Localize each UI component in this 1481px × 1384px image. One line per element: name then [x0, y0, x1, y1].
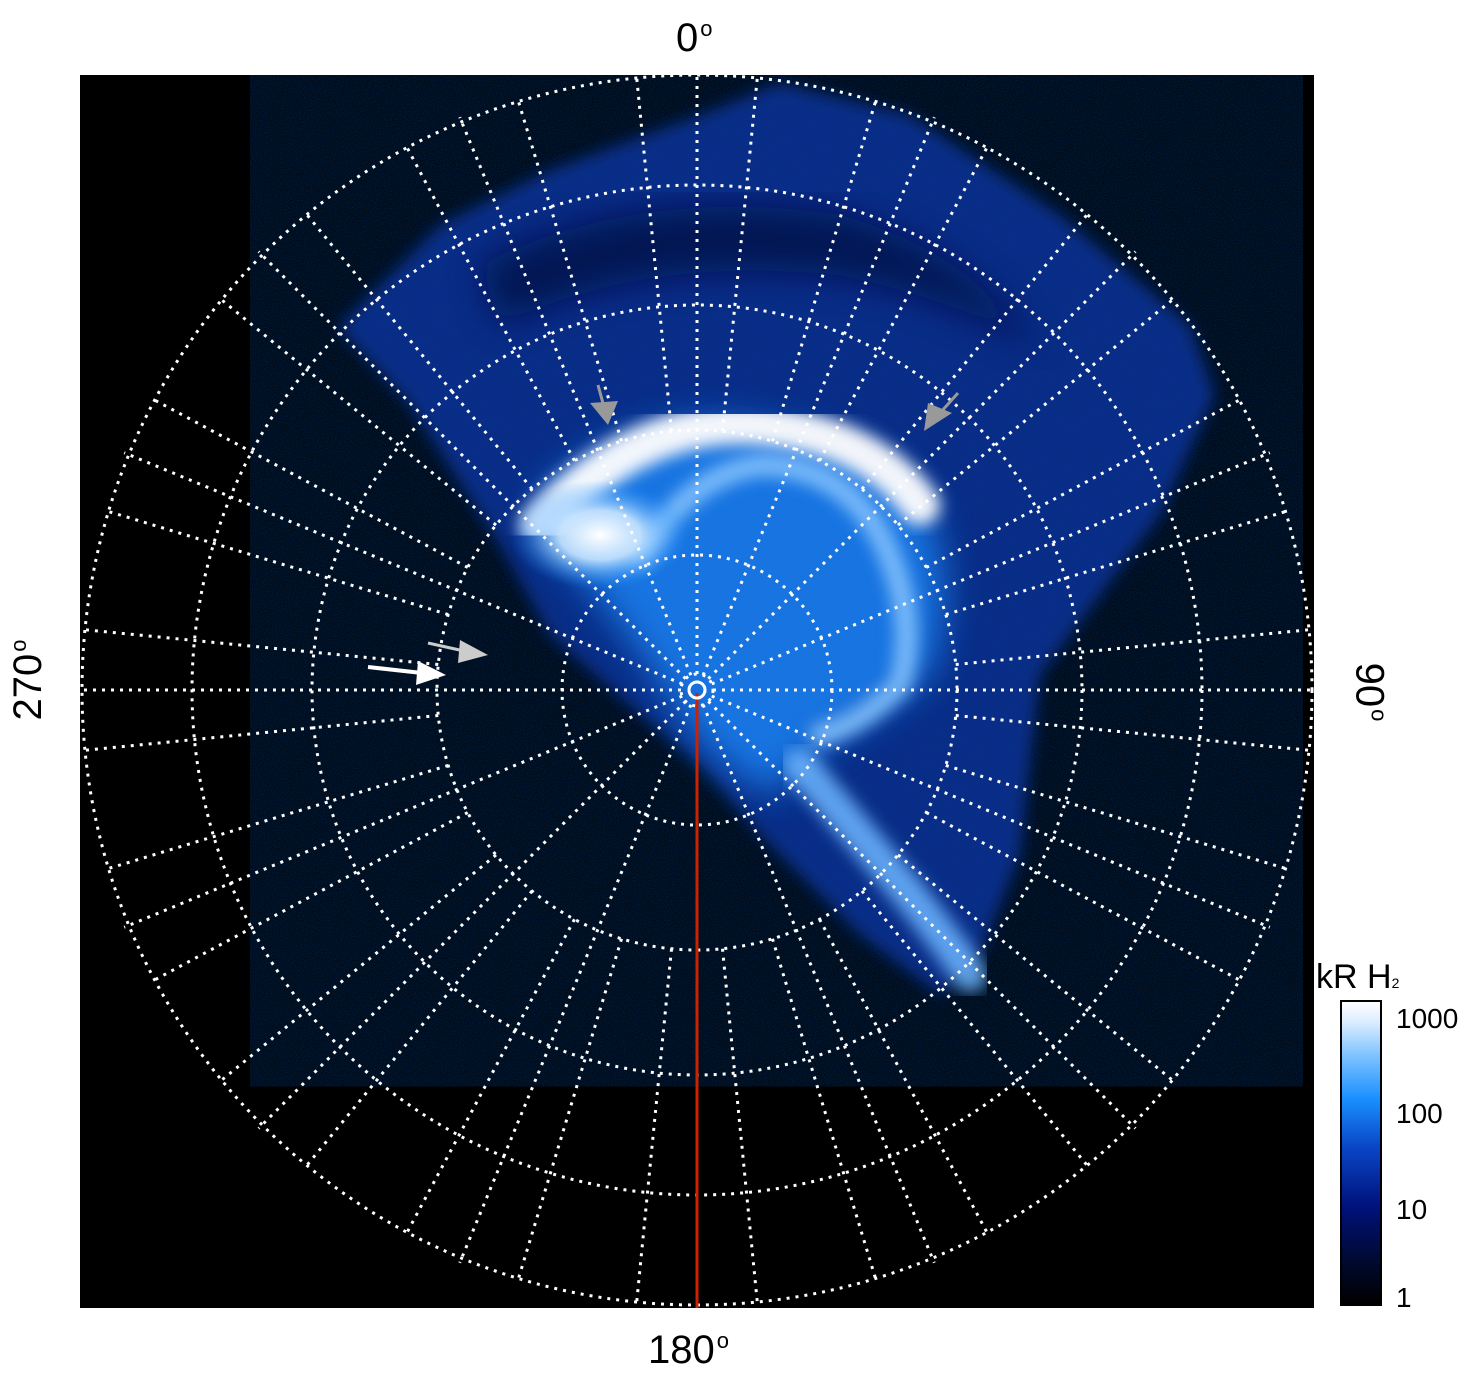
- auroral-inner-arc: [629, 453, 918, 746]
- meridian-spoke-outer: [860, 209, 1092, 490]
- meridian-spoke-outer: [515, 938, 623, 1284]
- pole-marker: [687, 680, 707, 700]
- meridian-spoke-outer: [515, 96, 623, 442]
- meridian-spoke-outer: [925, 396, 1245, 569]
- meridian-spoke-outer: [925, 811, 1245, 984]
- colorbar-tick-10: 10: [1396, 1194, 1428, 1225]
- meridian-spoke-outer: [634, 75, 674, 432]
- meridian-spoke-outer: [860, 890, 1092, 1171]
- colorbar: [1340, 1000, 1382, 1306]
- label-270-degrees: 270o: [6, 639, 50, 721]
- colorbar-title: kR H2: [1316, 958, 1400, 996]
- meridian-spoke: [257, 700, 687, 1130]
- meridian-spoke-outer: [149, 811, 469, 984]
- meridian-spoke-outer: [103, 508, 449, 616]
- meridian-spoke-outer: [955, 627, 1314, 667]
- meridian-spoke: [707, 250, 1137, 680]
- meridian-spoke-outer: [216, 295, 497, 527]
- meridian-spoke-outer: [955, 713, 1314, 753]
- colorbar-tick-1: 1: [1396, 1282, 1412, 1313]
- meridian-spoke-outer: [302, 209, 534, 490]
- label-0-degrees: 0o: [676, 16, 713, 60]
- meridian-spoke-outer: [302, 890, 534, 1171]
- meridian-spoke-outer: [103, 764, 449, 872]
- label-180-degrees: 180o: [648, 1328, 729, 1372]
- meridian-spoke: [257, 250, 687, 680]
- label-90-degrees: 90o: [1347, 662, 1392, 722]
- meridian-spoke: [123, 694, 683, 929]
- meridian-spoke: [711, 451, 1271, 686]
- grey-arrow-small: [427, 640, 488, 663]
- meridian-spoke: [707, 700, 1137, 1130]
- meridian-spoke-outer: [216, 853, 497, 1085]
- meridian-spoke-outer: [80, 713, 439, 753]
- polar-image-panel: [80, 75, 1314, 1308]
- auroral-bright-spot: [510, 480, 690, 590]
- meridian-spoke-outer: [945, 764, 1291, 872]
- grey-arrow-right: [924, 391, 960, 431]
- polar-projection: [80, 75, 1314, 1308]
- dark-band: [480, 206, 1040, 355]
- meridian-spoke-outer: [634, 948, 674, 1308]
- auroral-tail: [783, 748, 987, 992]
- meridian-spoke: [458, 116, 693, 676]
- colorbar-tick-100: 100: [1396, 1098, 1443, 1129]
- meridian-spoke-outer: [771, 938, 879, 1284]
- meridian-spoke-outer: [720, 948, 760, 1308]
- meridian-spoke: [458, 704, 693, 1264]
- meridian-spoke: [711, 694, 1271, 929]
- meridian-spoke-outer: [771, 96, 879, 442]
- meridian-spoke-outer: [818, 142, 991, 462]
- meridian-spoke-outer: [897, 853, 1178, 1085]
- meridian-spoke-outer: [818, 918, 991, 1238]
- meridian-spoke-outer: [80, 627, 439, 667]
- white-arrow: [367, 661, 446, 685]
- meridian-spoke-outer: [720, 75, 760, 432]
- colorbar-tick-1000: 1000: [1396, 1003, 1459, 1034]
- auroral-main-arc: [520, 404, 940, 545]
- meridian-spoke-outer: [403, 918, 576, 1238]
- meridian-spoke-outer: [897, 295, 1178, 527]
- meridian-spoke: [701, 704, 936, 1264]
- meridian-spoke-outer: [403, 142, 576, 462]
- longitude-grid: [80, 75, 1314, 1308]
- grey-arrow-left: [590, 384, 618, 425]
- meridian-spoke: [123, 451, 683, 686]
- meridian-spoke: [701, 116, 936, 676]
- meridian-spoke-outer: [149, 396, 469, 569]
